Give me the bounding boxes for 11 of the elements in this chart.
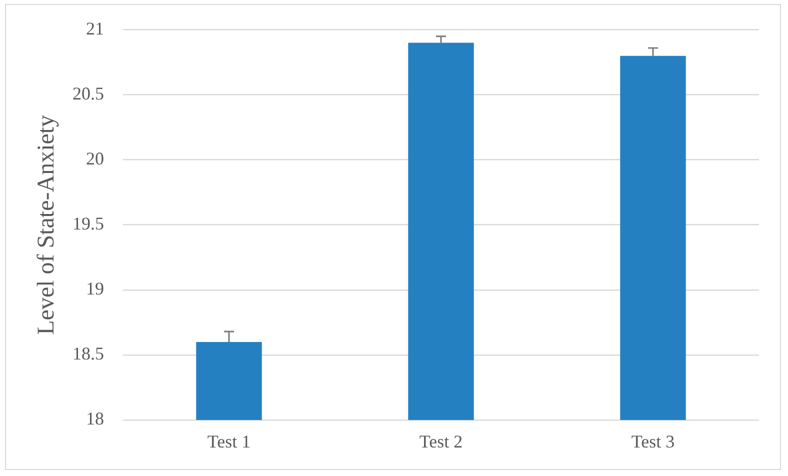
x-tick-label: Test 1 [207, 432, 251, 452]
x-tick-label: Test 2 [419, 432, 463, 452]
y-tick-label: 20 [86, 148, 104, 169]
y-tick-label: 18.5 [72, 344, 104, 364]
y-tick-label: 19.5 [72, 214, 104, 234]
x-tick-label: Test 3 [631, 432, 675, 452]
y-tick-label: 18 [86, 408, 104, 429]
y-tick-label: 21 [86, 18, 104, 39]
y-axis-title: Level of State-Anxiety [34, 114, 60, 335]
y-tick-label: 19 [86, 278, 104, 299]
y-tick-label: 20.5 [72, 84, 104, 104]
